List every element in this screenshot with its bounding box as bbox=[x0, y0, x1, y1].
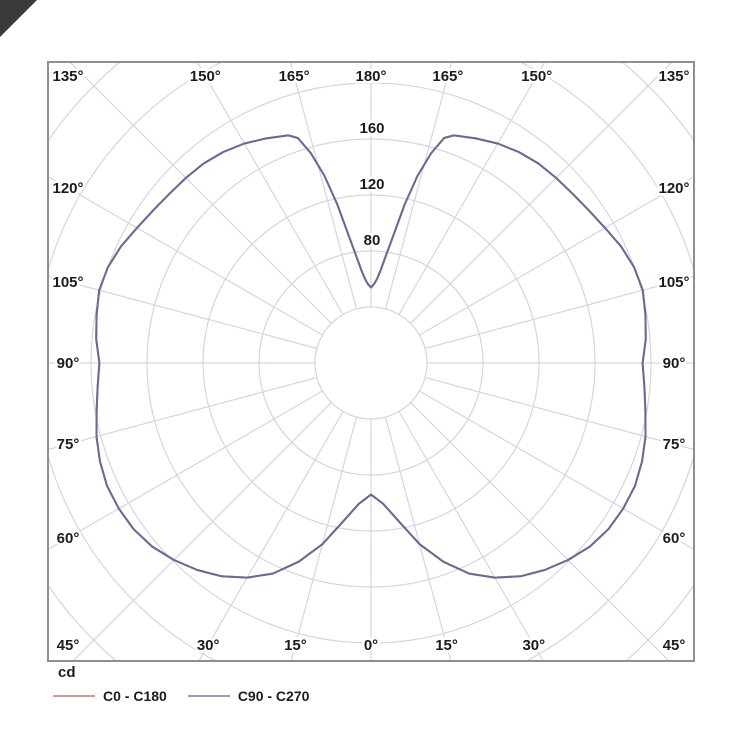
radial-tick-label-120: 120 bbox=[359, 176, 384, 193]
legend-item-c90-c270: C90 - C270 bbox=[187, 688, 310, 704]
grid-spoke-45 bbox=[410, 402, 670, 661]
angle-label-90-left: 90° bbox=[57, 355, 80, 372]
angle-label-90-right: 90° bbox=[663, 355, 686, 372]
grid-spoke-255 bbox=[48, 275, 318, 350]
angle-label-135-left: 135° bbox=[52, 68, 83, 85]
grid-spoke-345 bbox=[290, 416, 358, 661]
grid-spoke-240 bbox=[48, 175, 323, 336]
grid-spoke-120 bbox=[419, 175, 694, 336]
grid-spoke-210 bbox=[196, 62, 344, 315]
angle-label-60-left: 60° bbox=[57, 530, 80, 547]
angle-label-120-left: 120° bbox=[52, 180, 83, 197]
angle-label-60-right: 60° bbox=[663, 530, 686, 547]
intensity-curves bbox=[95, 134, 647, 579]
angle-label-165-left: 165° bbox=[279, 68, 310, 85]
grid-spoke-315 bbox=[72, 402, 332, 661]
legend-label-c90-c270: C90 - C270 bbox=[237, 688, 310, 704]
angle-label-180-right: 180° bbox=[355, 68, 386, 85]
angle-label-15-left: 15° bbox=[284, 637, 307, 654]
grid-spoke-150 bbox=[398, 62, 546, 315]
angle-label-165-right: 165° bbox=[432, 68, 463, 85]
angle-label-150-left: 150° bbox=[190, 68, 221, 85]
angle-label-30-left: 30° bbox=[197, 637, 220, 654]
angle-label-45-left: 45° bbox=[57, 637, 80, 654]
angle-label-30-right: 30° bbox=[522, 637, 545, 654]
angle-label-120-right: 120° bbox=[658, 180, 689, 197]
grid-spoke-60 bbox=[419, 390, 694, 551]
grid-spoke-15 bbox=[384, 416, 452, 661]
corner-fold-mark bbox=[0, 0, 37, 37]
angle-label-0-right: 0° bbox=[364, 637, 378, 654]
grid-spoke-195 bbox=[289, 62, 358, 310]
legend-swatch-c0-c180 bbox=[53, 695, 95, 697]
angle-label-105-right: 105° bbox=[658, 274, 689, 291]
legend-row: C0 - C180 C90 - C270 bbox=[53, 688, 309, 704]
grid-spoke-300 bbox=[48, 390, 323, 551]
angle-label-150-right: 150° bbox=[521, 68, 552, 85]
grid-spoke-330 bbox=[198, 411, 344, 661]
angle-label-75-left: 75° bbox=[57, 436, 80, 453]
angle-label-135-right: 135° bbox=[658, 68, 689, 85]
angle-label-105-left: 105° bbox=[52, 274, 83, 291]
angle-label-45-right: 45° bbox=[663, 637, 686, 654]
grid-spoke-225 bbox=[69, 62, 332, 324]
chart-frame bbox=[47, 61, 695, 662]
grid-spoke-75 bbox=[424, 376, 694, 451]
grid-circle-40 bbox=[314, 306, 428, 420]
grid-spoke-105 bbox=[424, 275, 694, 350]
angle-label-15-right: 15° bbox=[435, 637, 458, 654]
grid-spoke-135 bbox=[410, 62, 673, 324]
grid-spoke-30 bbox=[398, 411, 544, 661]
legend-label-c0-c180: C0 - C180 bbox=[103, 688, 167, 704]
legend-swatch-c90-c270 bbox=[187, 695, 230, 697]
legend-item-c0-c180: C0 - C180 bbox=[53, 688, 167, 704]
intensity-curve-c90-c270 bbox=[95, 134, 647, 579]
radial-tick-label-80: 80 bbox=[364, 232, 381, 249]
chart-legend: cd C0 - C180 C90 - C270 bbox=[53, 664, 309, 704]
radial-tick-label-160: 160 bbox=[359, 120, 384, 137]
grid-spoke-285 bbox=[48, 376, 318, 451]
legend-unit-label: cd bbox=[58, 664, 76, 681]
grid-spoke-165 bbox=[384, 62, 453, 310]
angle-label-75-right: 75° bbox=[663, 436, 686, 453]
